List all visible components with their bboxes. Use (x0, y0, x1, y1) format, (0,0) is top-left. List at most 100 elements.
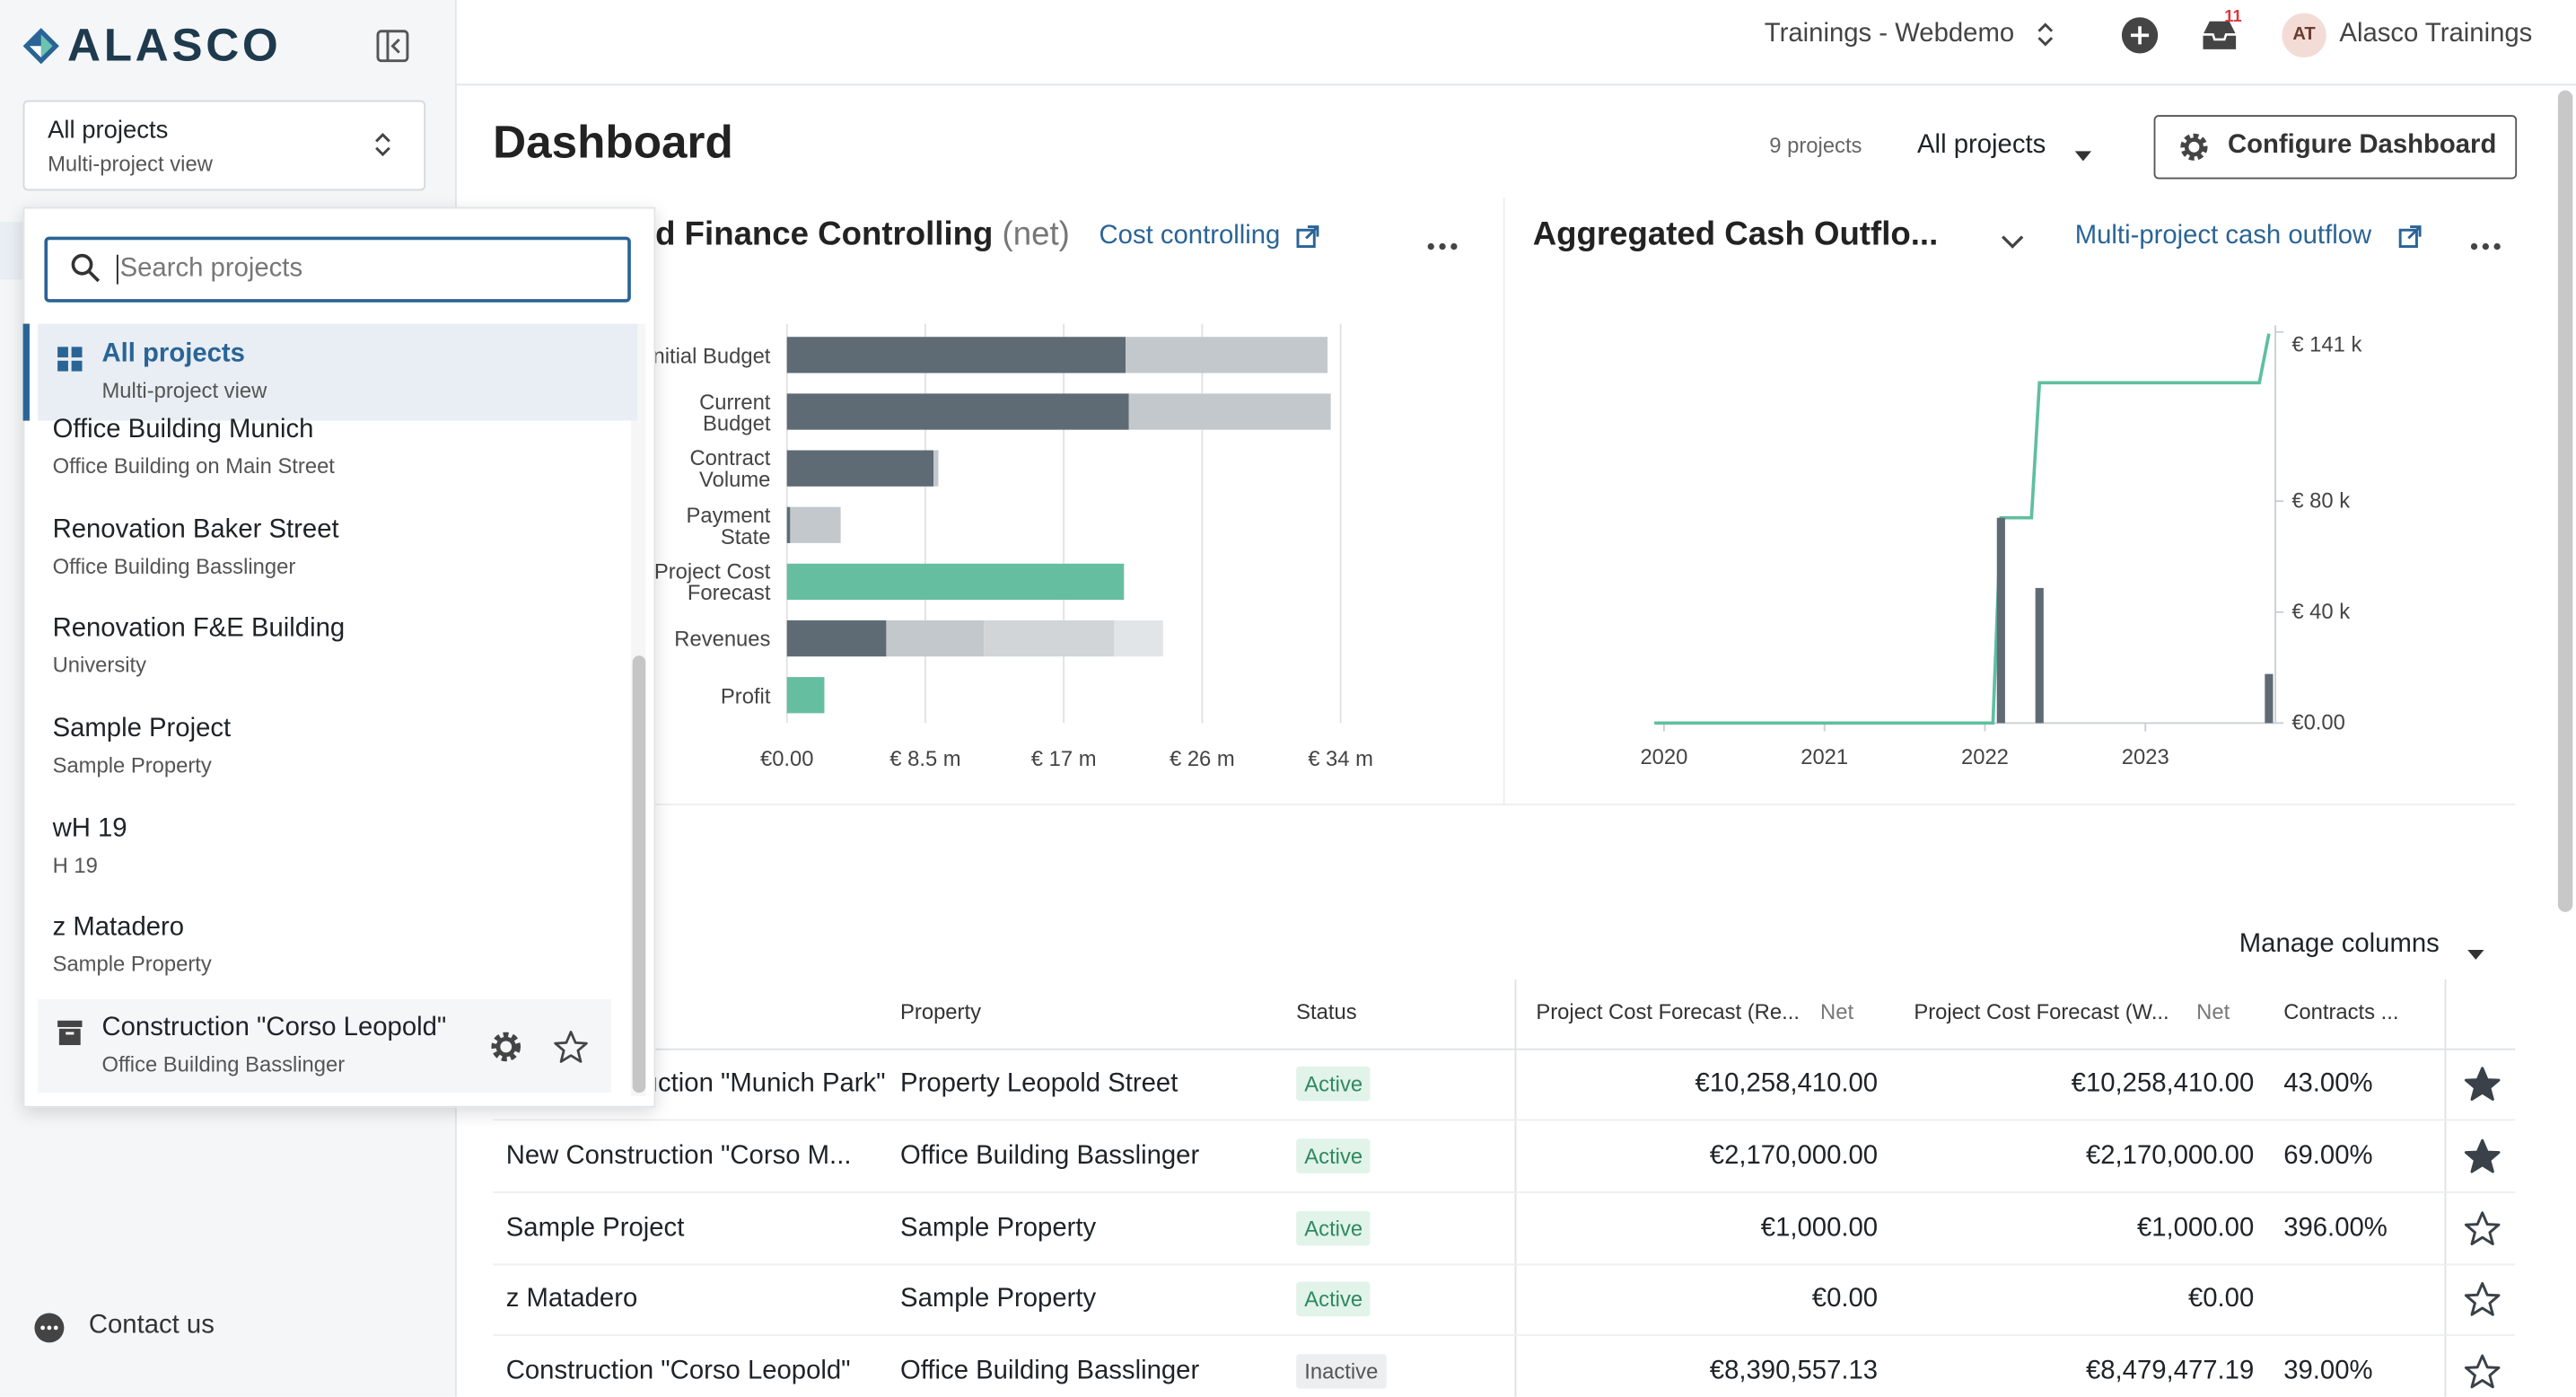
cash-bar (1996, 517, 2005, 724)
inbox-button[interactable] (2202, 18, 2238, 51)
contact-icon-glyph (34, 1313, 65, 1343)
column-header[interactable]: Project Cost Forecast (W... (1914, 998, 2169, 1024)
grid-icon-glyph (57, 347, 83, 372)
y-tick-label: € 80 k (2291, 489, 2350, 514)
header-line (493, 1048, 2516, 1050)
column-header[interactable]: Contracts ... (2283, 998, 2399, 1024)
star-filled-glyph (2464, 1138, 2501, 1173)
project-item-title[interactable]: Renovation Baker Street (52, 515, 339, 544)
contracts-cell: 69.00% (2283, 1141, 2373, 1170)
collapse-sidebar[interactable] (376, 30, 409, 63)
project-item-subtitle: Sample Property (52, 752, 212, 778)
project-cell[interactable]: Construction "Corso Leopold" (505, 1357, 851, 1386)
project-item-subtitle: University (52, 652, 147, 678)
row-line (493, 1334, 2516, 1337)
project-item-subtitle: Multi-project view (101, 377, 267, 403)
star-outline[interactable] (2464, 1354, 2501, 1389)
cash-chevron[interactable] (2001, 228, 2024, 249)
star-outline-glyph (2464, 1210, 2501, 1245)
amount-cell: €2,170,000.00 (1709, 1141, 1879, 1170)
gear-icon-glyph (2180, 133, 2208, 161)
project-item-title[interactable]: Office Building Munich (52, 416, 314, 444)
property-cell: Property Leopold Street (900, 1069, 1178, 1098)
configure-label[interactable]: Configure Dashboard (2227, 131, 2497, 160)
column-header[interactable]: Status (1296, 998, 1357, 1024)
gear-icon (2178, 131, 2210, 163)
project-selector[interactable] (22, 100, 426, 191)
cash-menu-glyph (2470, 242, 2501, 250)
cost-controlling-link[interactable]: Cost controlling (1099, 222, 1281, 250)
contact-icon[interactable] (33, 1312, 66, 1345)
project-item-title[interactable]: wH 19 (52, 814, 127, 843)
search-input[interactable] (44, 236, 631, 303)
search-icon-glyph (71, 253, 101, 283)
bar-segment (1128, 393, 1331, 430)
project-item-title[interactable]: Construction "Corso Leopold" (101, 1014, 447, 1042)
x-tick-label: € 26 m (1170, 747, 1235, 771)
category-label: Payment State (686, 502, 771, 549)
contact-us[interactable]: Contact us (88, 1311, 215, 1340)
project-item-title[interactable]: z Matadero (52, 913, 185, 942)
bar-segment (1126, 337, 1328, 373)
project-item-title[interactable]: Sample Project (52, 715, 232, 743)
external-link-icon-glyph (1296, 225, 1319, 249)
filter-caret (2073, 141, 2093, 162)
finance-menu[interactable] (1426, 230, 1459, 250)
widget-row-divider (493, 804, 2516, 805)
star-outline[interactable] (2464, 1210, 2501, 1245)
star-outline[interactable] (2464, 1282, 2501, 1317)
external-link-icon (1296, 225, 1319, 249)
property-cell: Sample Property (900, 1286, 1097, 1314)
star-outline-glyph (2464, 1354, 2501, 1389)
property-cell: Office Building Basslinger (900, 1357, 1200, 1386)
y-tick-label: €0.00 (2291, 711, 2345, 735)
add-button[interactable] (2121, 16, 2159, 54)
project-cell[interactable]: z Matadero (505, 1286, 638, 1314)
selected-item[interactable] (38, 323, 638, 421)
project-item-subtitle: Office Building on Main Street (52, 453, 335, 479)
star-filled[interactable] (2464, 1138, 2501, 1173)
bar-segment (1114, 619, 1163, 657)
project-cell[interactable]: Sample Project (505, 1213, 685, 1243)
category-label: Contract Volume (689, 445, 771, 492)
star-filled[interactable] (2464, 1067, 2501, 1101)
category-label: Current Budget (699, 388, 771, 435)
column-header[interactable]: Project Cost Forecast (Re... (1536, 998, 1800, 1024)
amount-cell: €10,258,410.00 (1695, 1069, 1879, 1098)
item-star[interactable] (554, 1031, 588, 1064)
item-star-glyph (554, 1031, 588, 1063)
avatar[interactable]: AT (2282, 13, 2326, 58)
column-header[interactable]: Property (900, 998, 981, 1024)
selector-title: All projects (48, 116, 169, 145)
cash-outflow-link[interactable]: Multi-project cash outflow (2074, 222, 2372, 250)
user-name[interactable]: Alasco Trainings (2339, 19, 2533, 48)
external-link-icon (2398, 225, 2422, 249)
row-line (493, 1191, 2516, 1193)
x-tick-label: 2023 (2122, 745, 2169, 769)
bar-segment (984, 619, 1115, 657)
project-item-subtitle: Office Building Basslinger (101, 1051, 346, 1076)
cash-bar (2035, 587, 2044, 724)
item-settings[interactable] (489, 1031, 522, 1064)
workspace-switcher[interactable]: Trainings - Webdemo (1764, 19, 2015, 48)
project-item-title[interactable]: All projects (101, 339, 245, 368)
project-filter[interactable]: All projects (1917, 131, 2046, 160)
configure-button[interactable] (2153, 115, 2518, 180)
contracts-cell: 396.00% (2283, 1213, 2388, 1243)
bar-segment (786, 337, 1126, 373)
x-tick-label: € 34 m (1308, 747, 1373, 771)
project-item-subtitle: H 19 (52, 852, 98, 878)
x-tick-label: 2022 (1961, 745, 2009, 769)
project-item-title[interactable]: Renovation F&E Building (52, 614, 346, 643)
filter-caret-glyph (2074, 151, 2092, 162)
x-tick-label: 2021 (1801, 745, 1848, 769)
selector-arrows (372, 131, 392, 157)
add-button-glyph (2121, 17, 2159, 54)
project-cell[interactable]: New Construction "Corso M... (505, 1141, 852, 1170)
manage-columns[interactable]: Manage columns (2239, 929, 2440, 959)
bar-segment (886, 619, 985, 657)
cash-menu[interactable] (2469, 230, 2502, 250)
dashboard-title: Dashboard (493, 116, 733, 168)
y-tick-label: € 141 k (2291, 333, 2361, 357)
